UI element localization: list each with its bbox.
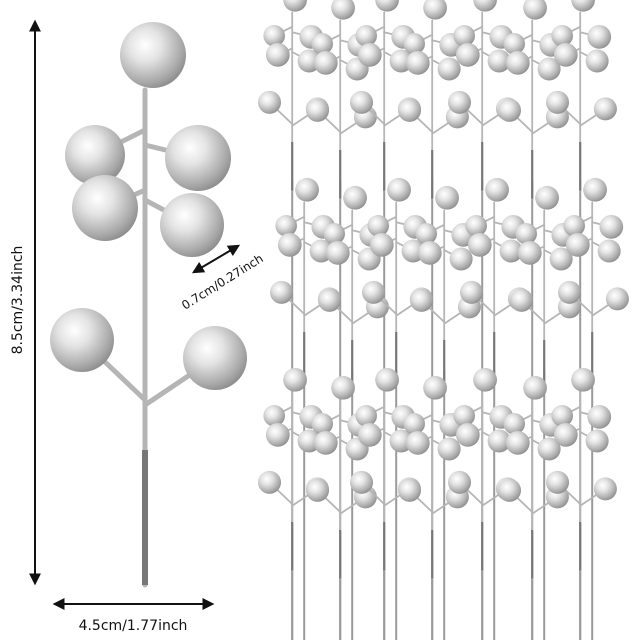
bundle-sprig <box>544 0 618 192</box>
berry-sprig-bundle <box>256 0 630 640</box>
bundle-sprig <box>256 0 331 192</box>
height-label: 8.5cm/3.34inch <box>10 246 26 355</box>
bundle-sprig <box>446 0 520 192</box>
berry-sprig-closeup <box>50 22 247 585</box>
bundle-sprig <box>268 176 343 382</box>
bundle-sprig <box>446 366 520 572</box>
bundle-sprig <box>256 366 331 572</box>
bundle-sprig <box>556 176 630 382</box>
bundle-sprig <box>360 176 435 382</box>
width-label: 4.5cm/1.77inch <box>79 618 188 634</box>
bundle-sprig <box>458 176 532 382</box>
bundle-sprig <box>544 366 618 572</box>
bundle-sprig <box>348 366 423 572</box>
berry-size-label: 0.7cm/0.27inch <box>179 251 266 312</box>
bundle-sprig <box>348 0 423 192</box>
berry-size-arrow <box>191 244 241 274</box>
